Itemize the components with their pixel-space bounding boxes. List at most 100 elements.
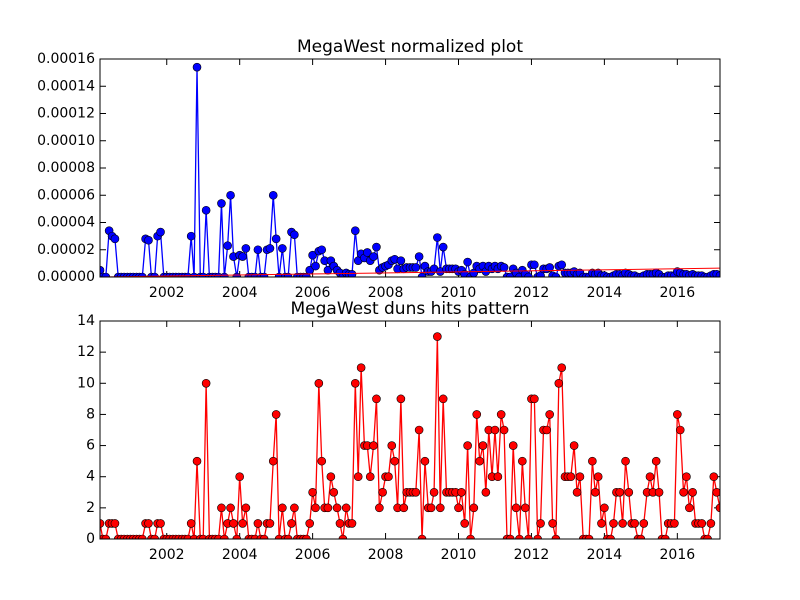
data-point — [715, 271, 720, 277]
data-point — [670, 519, 679, 528]
data-point — [545, 410, 554, 419]
data-point — [100, 519, 105, 528]
data-point — [433, 332, 442, 341]
data-point — [438, 242, 448, 252]
data-point — [533, 534, 542, 539]
data-point — [530, 394, 539, 404]
data-point — [417, 272, 427, 277]
data-point — [554, 378, 564, 388]
data-point — [101, 534, 111, 539]
data-point — [414, 252, 424, 261]
data-point — [609, 519, 618, 528]
data-point — [356, 363, 366, 373]
data-point — [110, 234, 120, 244]
data-point — [478, 441, 488, 450]
data-point — [283, 534, 293, 539]
x-tick-label: 2006 — [295, 285, 331, 301]
data-point — [271, 410, 281, 419]
data-point — [268, 456, 278, 466]
data-point — [685, 503, 694, 513]
data-point — [192, 62, 202, 72]
x-tick-label: 2012 — [514, 547, 550, 563]
data-point — [469, 503, 479, 513]
data-point — [314, 378, 324, 388]
data-point — [420, 456, 430, 466]
data-point — [372, 242, 381, 252]
data-point — [372, 394, 381, 404]
data-point — [569, 441, 579, 450]
data-point — [639, 519, 649, 528]
y-tick-label: 0.00000 — [37, 269, 95, 285]
data-point — [536, 519, 545, 528]
data-point — [715, 503, 720, 513]
x-tick-label: 2014 — [587, 285, 623, 301]
data-point — [651, 456, 661, 466]
data-point — [253, 519, 263, 528]
data-point — [712, 487, 720, 497]
data-point — [268, 190, 278, 200]
data-point — [287, 519, 296, 528]
x-tick-label: 2016 — [660, 547, 696, 563]
data-point — [274, 534, 284, 539]
x-tick-label: 2002 — [149, 547, 185, 563]
data-point — [189, 534, 199, 539]
data-point — [183, 534, 193, 539]
y-tick-label: 12 — [77, 344, 95, 360]
data-point — [338, 534, 348, 539]
data-point — [551, 534, 561, 539]
data-point — [472, 410, 482, 419]
data-point — [217, 199, 226, 208]
data-point — [396, 256, 406, 265]
data-point — [621, 456, 630, 466]
data-point — [688, 487, 697, 497]
data-point — [454, 503, 463, 513]
data-point — [703, 534, 712, 539]
data-point — [384, 472, 393, 482]
data-point — [511, 503, 521, 513]
data-point — [217, 503, 226, 513]
data-point — [588, 456, 597, 466]
y-tick-label: 0.00010 — [37, 133, 95, 149]
data-point — [238, 519, 247, 528]
data-point — [201, 205, 211, 215]
data-point — [198, 534, 208, 539]
data-point — [429, 487, 439, 497]
data-point — [365, 472, 375, 482]
data-point — [438, 394, 448, 404]
data-point — [271, 234, 281, 244]
data-point — [110, 519, 120, 528]
data-point — [575, 472, 585, 482]
data-point — [493, 472, 503, 482]
data-point — [697, 519, 707, 528]
x-tick-label: 2006 — [295, 547, 331, 563]
data-point — [150, 534, 160, 539]
axes-frame — [99, 58, 721, 278]
y-tick-label: 14 — [77, 313, 95, 329]
data-point — [524, 272, 533, 277]
data-point — [675, 425, 685, 435]
data-point — [524, 534, 533, 539]
data-point — [186, 231, 196, 241]
data-point — [508, 441, 518, 450]
y-tick-label: 8 — [86, 406, 95, 422]
y-tick-label: 0.00006 — [37, 187, 95, 203]
data-point — [232, 534, 242, 539]
data-point — [466, 534, 475, 539]
data-point — [463, 257, 472, 267]
data-point — [417, 534, 427, 539]
data-point — [253, 245, 263, 255]
data-point — [615, 487, 625, 497]
data-point — [369, 252, 378, 261]
data-point — [226, 190, 235, 200]
data-point — [278, 503, 287, 513]
data-point — [265, 519, 275, 528]
y-tick-label: 2 — [86, 500, 95, 516]
data-point — [308, 487, 317, 497]
data-point — [660, 534, 670, 539]
data-point — [499, 263, 509, 272]
data-point — [399, 503, 409, 513]
x-tick-label: 2002 — [149, 285, 185, 301]
data-point — [363, 248, 372, 257]
plot-area — [100, 332, 720, 539]
y-tick-label: 0 — [86, 531, 95, 547]
